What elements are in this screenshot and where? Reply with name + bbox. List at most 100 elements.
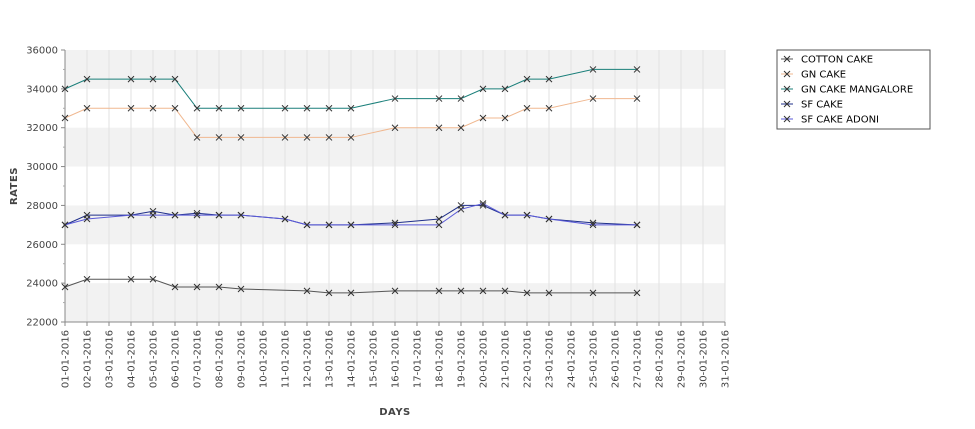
data-point-marker xyxy=(281,104,289,112)
legend-marker xyxy=(783,100,791,108)
legend-item: COTTON CAKE xyxy=(781,55,873,66)
data-point-marker xyxy=(479,200,487,207)
data-point-marker xyxy=(303,221,311,229)
data-point-marker xyxy=(479,202,487,209)
x-axis-title: DAYS xyxy=(379,407,411,418)
x-tick-label: 02-01-2016 xyxy=(83,330,94,388)
data-point-marker xyxy=(435,95,443,102)
y-tick-label: 34000 xyxy=(26,84,58,95)
legend-marker xyxy=(783,55,791,63)
series-gn-cake-mangalore xyxy=(61,66,641,112)
data-point-marker xyxy=(479,114,487,122)
x-tick-label: 30-01-2016 xyxy=(699,330,710,388)
data-point-marker xyxy=(237,211,245,219)
series-cotton-cake xyxy=(61,275,641,297)
series-sf-cake-adoni xyxy=(61,200,641,229)
data-point-marker xyxy=(149,104,157,112)
y-tick-label: 30000 xyxy=(26,162,58,173)
data-point-marker xyxy=(523,211,531,219)
data-point-marker xyxy=(391,124,399,132)
data-point-marker xyxy=(127,104,135,112)
data-point-marker xyxy=(435,287,443,295)
data-point-marker xyxy=(149,211,157,219)
x-tick-label: 05-01-2016 xyxy=(149,330,160,388)
x-tick-label: 18-01-2016 xyxy=(435,330,446,388)
data-point-marker xyxy=(523,104,531,112)
data-point-marker xyxy=(127,75,135,83)
x-tick-label: 12-01-2016 xyxy=(303,330,314,388)
data-point-marker xyxy=(347,289,355,297)
data-point-marker xyxy=(149,275,157,283)
data-point-marker xyxy=(457,95,465,102)
x-tick-label: 09-01-2016 xyxy=(237,330,248,388)
x-tick-label: 08-01-2016 xyxy=(215,330,226,388)
legend-item: SF CAKE xyxy=(781,100,843,111)
x-tick-label: 22-01-2016 xyxy=(523,330,534,388)
data-point-marker xyxy=(391,287,399,295)
data-point-marker xyxy=(391,95,399,102)
data-point-marker xyxy=(457,124,465,132)
legend-item: GN CAKE xyxy=(781,70,846,81)
x-tick-label: 15-01-2016 xyxy=(369,330,380,388)
data-point-marker xyxy=(215,211,223,219)
x-tick-label: 01-01-2016 xyxy=(61,330,72,388)
data-point-marker xyxy=(501,287,509,295)
y-tick-label: 28000 xyxy=(26,201,58,212)
legend-label: COTTON CAKE xyxy=(801,55,873,66)
x-tick-label: 10-01-2016 xyxy=(259,330,270,388)
data-point-marker xyxy=(61,85,69,93)
x-tick-label: 16-01-2016 xyxy=(391,330,402,388)
data-point-marker xyxy=(171,211,179,219)
data-point-marker xyxy=(347,221,355,229)
legend-item: GN CAKE MANGALORE xyxy=(781,85,913,96)
data-point-marker xyxy=(127,275,135,283)
data-point-marker xyxy=(391,221,399,229)
data-point-marker xyxy=(589,289,597,297)
x-tick-label: 11-01-2016 xyxy=(281,330,292,388)
data-point-marker xyxy=(83,75,91,83)
data-point-marker xyxy=(215,283,223,291)
data-point-marker xyxy=(545,215,553,223)
data-point-marker xyxy=(435,221,443,229)
data-point-marker xyxy=(83,275,91,283)
data-point-marker xyxy=(457,205,465,213)
data-point-marker xyxy=(523,289,531,297)
data-point-marker xyxy=(589,66,597,73)
data-point-marker xyxy=(479,287,487,295)
y-tick-label: 32000 xyxy=(26,123,58,134)
data-point-marker xyxy=(149,75,157,83)
data-point-marker xyxy=(479,85,487,93)
legend-marker xyxy=(783,70,791,78)
legend-label: SF CAKE xyxy=(801,100,843,111)
data-point-marker xyxy=(633,289,641,297)
data-point-marker xyxy=(171,104,179,112)
data-point-marker xyxy=(193,283,201,291)
legend-marker xyxy=(783,115,791,123)
data-point-marker xyxy=(347,104,355,112)
x-tick-label: 13-01-2016 xyxy=(325,330,336,388)
x-tick-label: 03-01-2016 xyxy=(105,330,116,388)
series-line xyxy=(64,278,637,294)
x-tick-label: 21-01-2016 xyxy=(501,330,512,388)
data-point-marker xyxy=(325,134,333,141)
data-point-marker xyxy=(589,221,597,229)
x-tick-label: 20-01-2016 xyxy=(479,330,490,388)
data-point-marker xyxy=(589,95,597,102)
legend-box xyxy=(776,49,931,130)
data-point-marker xyxy=(281,215,289,223)
data-point-marker xyxy=(193,134,201,141)
gridlines xyxy=(64,50,726,322)
data-point-marker xyxy=(545,75,553,83)
y-tick-label: 24000 xyxy=(26,279,58,290)
x-tick-label: 25-01-2016 xyxy=(589,330,600,388)
data-point-marker xyxy=(303,104,311,112)
data-point-marker xyxy=(325,221,333,229)
data-point-marker xyxy=(61,221,69,229)
data-point-marker xyxy=(633,221,641,229)
x-tick-label: 31-01-2016 xyxy=(721,330,732,388)
data-point-marker xyxy=(281,134,289,141)
legend-item: SF CAKE ADONI xyxy=(781,115,879,126)
y-tick-label: 26000 xyxy=(26,240,58,251)
data-point-marker xyxy=(237,104,245,112)
